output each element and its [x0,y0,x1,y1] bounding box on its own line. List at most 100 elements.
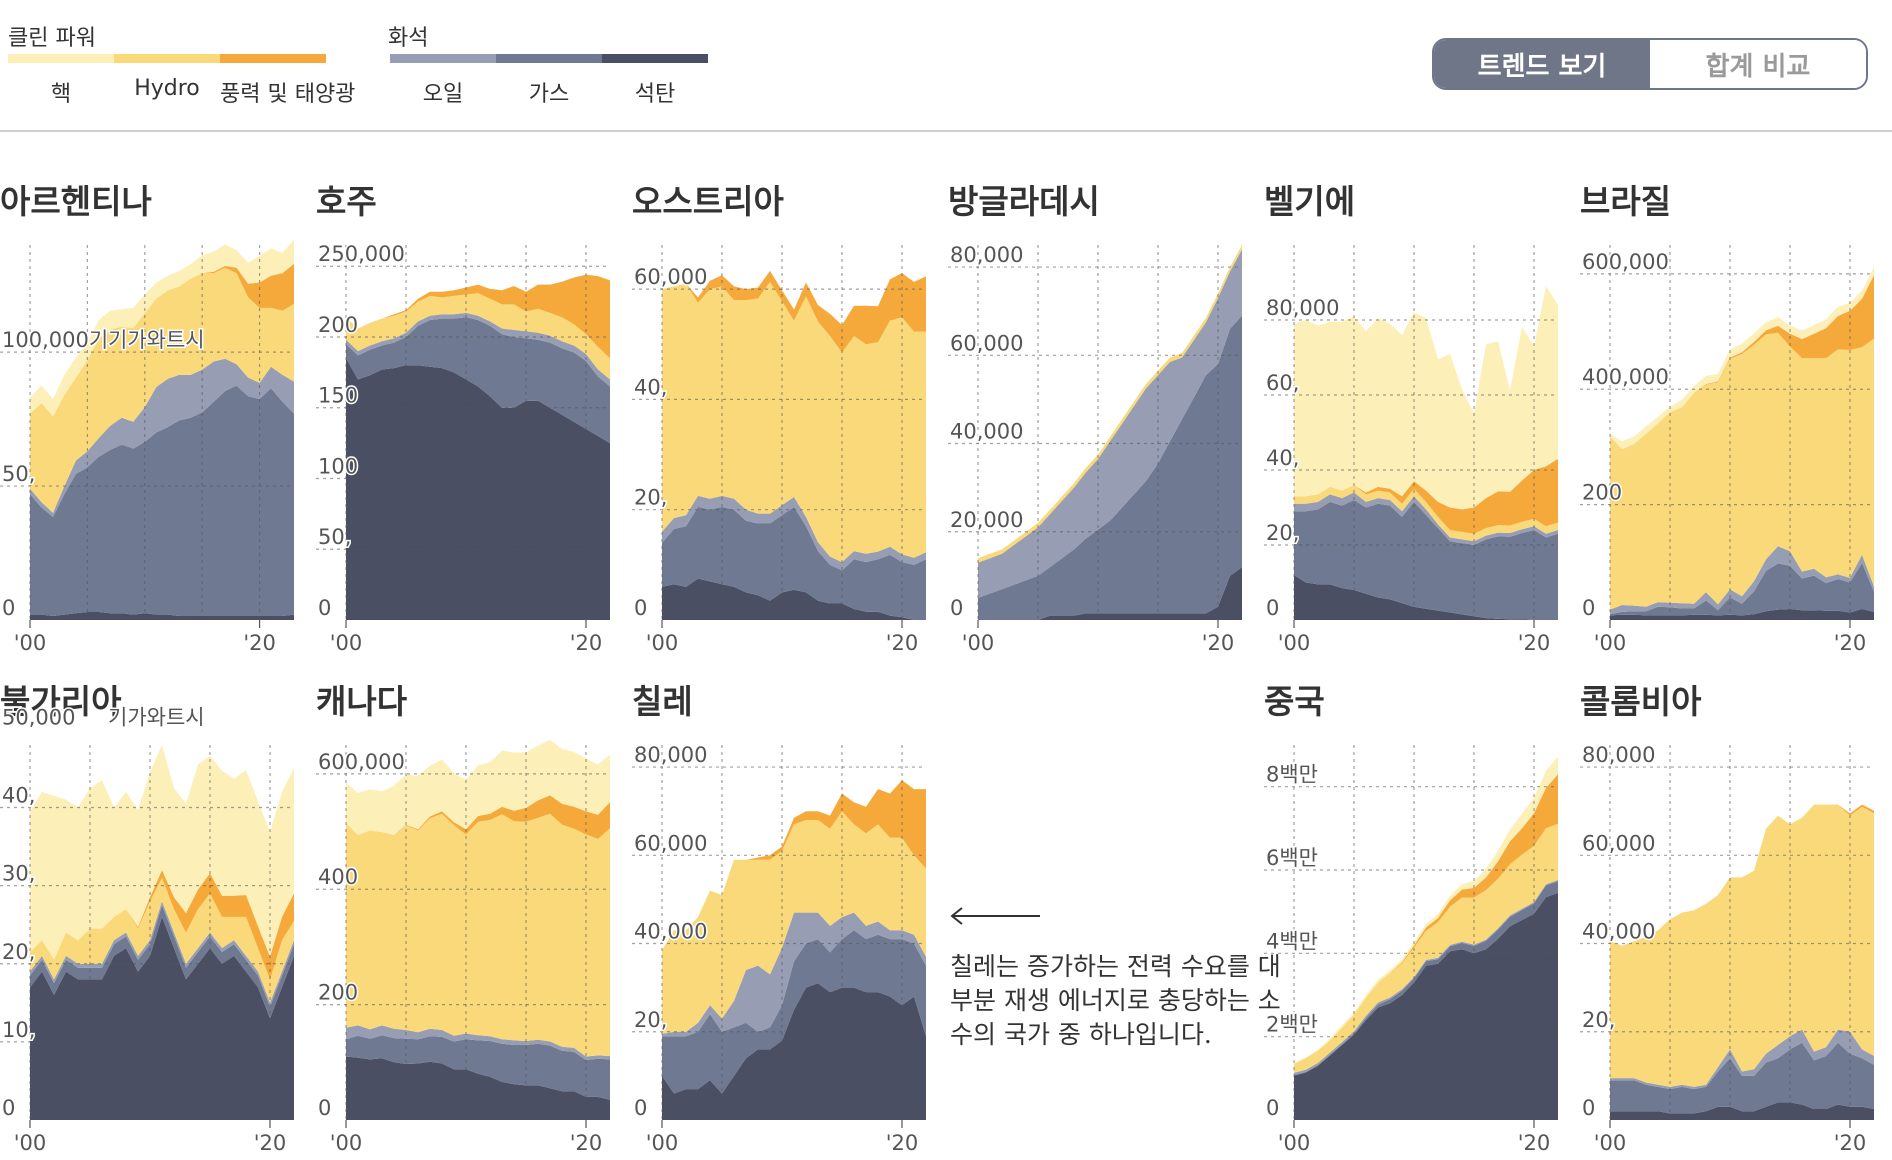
belgium-area-hydro [1294,485,1558,542]
argentina-x-tick-label: '20 [243,631,276,655]
china-y-tick-label: 8백만 [1266,763,1318,787]
belgium-y-tick-label: 40, [1266,446,1299,470]
china-y-tick-label: 4백만 [1266,929,1318,953]
canada-area-oil [346,1025,610,1060]
legend-label-nuclear: 핵 [50,82,72,107]
china-x-tick-label: '20 [1518,1131,1551,1155]
bulgaria-y-tick-label: 40, [2,784,35,808]
chile-title: 칠레 [632,682,693,721]
australia-area-coal [346,358,610,620]
canada-y-tick-label: 200 [318,981,358,1005]
bangladesh-title: 방글라데시 [948,182,1100,221]
chile-x-tick-label: '00 [646,1131,679,1155]
argentina-area-wind [30,263,294,417]
argentina-title: 아르헨티나 [0,182,152,221]
brazil-x-tick-label: '00 [1594,631,1627,655]
brazil-area-oil [1610,546,1874,615]
annotation-arrow-icon [950,907,1040,925]
bangladesh-y-tick-label: 80,000 [950,243,1023,267]
australia-y-tick-label: 200 [318,313,358,337]
canada-y-tick-label: 400 [318,865,358,889]
canada-area-nuclear [346,739,610,836]
canada-title: 캐나다 [316,682,408,721]
bulgaria-area-coal [30,916,294,1120]
brazil-title: 브라질 [1580,182,1672,221]
view-toggle: 트렌드 보기 합계 비교 [1432,38,1868,90]
brazil-y-tick-label: 0 [1582,596,1595,620]
canada-area-coal [346,1056,610,1120]
austria-title: 오스트리아 [632,182,784,221]
legend: 클린 파워 화석 핵 Hydro 풍력 및 태양광 오일 가스 석탄 [8,14,728,107]
legend-label-oil: 오일 [422,82,464,107]
australia-area-gas [346,317,610,444]
argentina-area-coal [30,612,294,620]
bulgaria-chart: 0 10, 20, 30, 40, 50,000 '00 '20 기가와트시 [0,704,294,1155]
colombia-area-hydro [1610,804,1874,1087]
australia-y-tick-label: 100 [318,454,358,478]
canada-area-wind [346,795,610,839]
legend-swatch-hydro [114,54,220,63]
belgium-title: 벨기에 [1264,182,1356,221]
brazil-area-coal [1610,609,1874,620]
total-compare-button[interactable]: 합계 비교 [1650,40,1866,88]
chile-y-tick-label: 0 [634,1096,647,1120]
bulgaria-title: 불가리아 [0,682,122,721]
header-divider [0,130,1892,132]
canada-chart: 0 200 400 600,000 '00 '20 [316,739,610,1155]
bangladesh-y-tick-label: 0 [950,596,963,620]
belgium-y-tick-label: 20, [1266,521,1299,545]
bulgaria-x-tick-label: '00 [14,1131,47,1155]
bangladesh-area-gas [978,315,1242,620]
argentina-area-hydro [30,267,294,513]
legend-swatch-wind [220,54,326,63]
bulgaria-y-tick-label: 20, [2,940,35,964]
canada-y-tick-label: 600,000 [318,750,405,774]
legend-swatch-oil [390,54,496,63]
brazil-area-nuclear [1610,266,1874,450]
colombia-area-oil [1610,1029,1874,1090]
brazil-y-tick-label: 200 [1582,481,1622,505]
argentina-x-tick-label: '00 [14,631,47,655]
brazil-area-gas [1610,562,1874,616]
legend-fossil-label: 화석 [388,26,429,51]
legend-swatch-gas [496,54,602,63]
china-y-tick-label: 6백만 [1266,846,1318,870]
canada-x-tick-label: '00 [330,1131,363,1155]
china-y-tick-label: 0 [1266,1096,1279,1120]
belgium-area-wind [1294,458,1558,534]
bulgaria-area-hydro [30,877,294,1003]
trend-view-button[interactable]: 트렌드 보기 [1434,40,1650,88]
colombia-y-tick-label: 40,000 [1582,920,1655,944]
legend-label-coal: 석탄 [634,82,676,107]
bulgaria-unit-label: 기가와트시 [108,705,205,729]
bulgaria-y-tick-label: 30, [2,862,35,886]
colombia-x-tick-label: '00 [1594,1131,1627,1155]
brazil-y-tick-label: 600,000 [1582,250,1669,274]
chile-y-tick-label: 20, [634,1008,667,1032]
legend-label-gas: 가스 [528,82,570,107]
austria-y-tick-label: 20, [634,486,667,510]
australia-title: 호주 [316,182,377,221]
brazil-chart: 0 200 400,000 600,000 '00 '20 [1580,245,1874,655]
legend-swatch-nuclear [8,54,114,63]
belgium-x-tick-label: '00 [1278,631,1311,655]
colombia-y-tick-label: 20, [1582,1008,1615,1032]
australia-chart: 0 50, 100 150 200 250,000 '00 '20 [316,241,610,655]
bulgaria-y-tick-label: 50,000 [2,705,75,729]
belgium-chart: 0 20, 40, 60, 80,000 '00 '20 [1264,245,1558,655]
argentina-y-tick-label: 100,000기 [2,328,108,352]
colombia-area-gas [1610,1042,1874,1114]
legend-clean-power-label: 클린 파워 [8,26,96,51]
australia-y-tick-label: 250,000 [318,242,405,266]
chile-y-tick-label: 60,000 [634,831,707,855]
bangladesh-area-coal [978,567,1242,620]
colombia-y-tick-label: 60,000 [1582,831,1655,855]
chile-area-oil [662,912,926,1037]
colombia-chart: 0 20, 40,000 60,000 80,000 '00 '20 [1580,742,1874,1155]
australia-y-tick-label: 50, [318,525,351,549]
austria-y-tick-label: 0 [634,596,647,620]
china-x-tick-label: '00 [1278,1131,1311,1155]
colombia-y-tick-label: 0 [1582,1096,1595,1120]
australia-y-tick-label: 150 [318,384,358,408]
legend-swatch-coal [602,54,708,63]
